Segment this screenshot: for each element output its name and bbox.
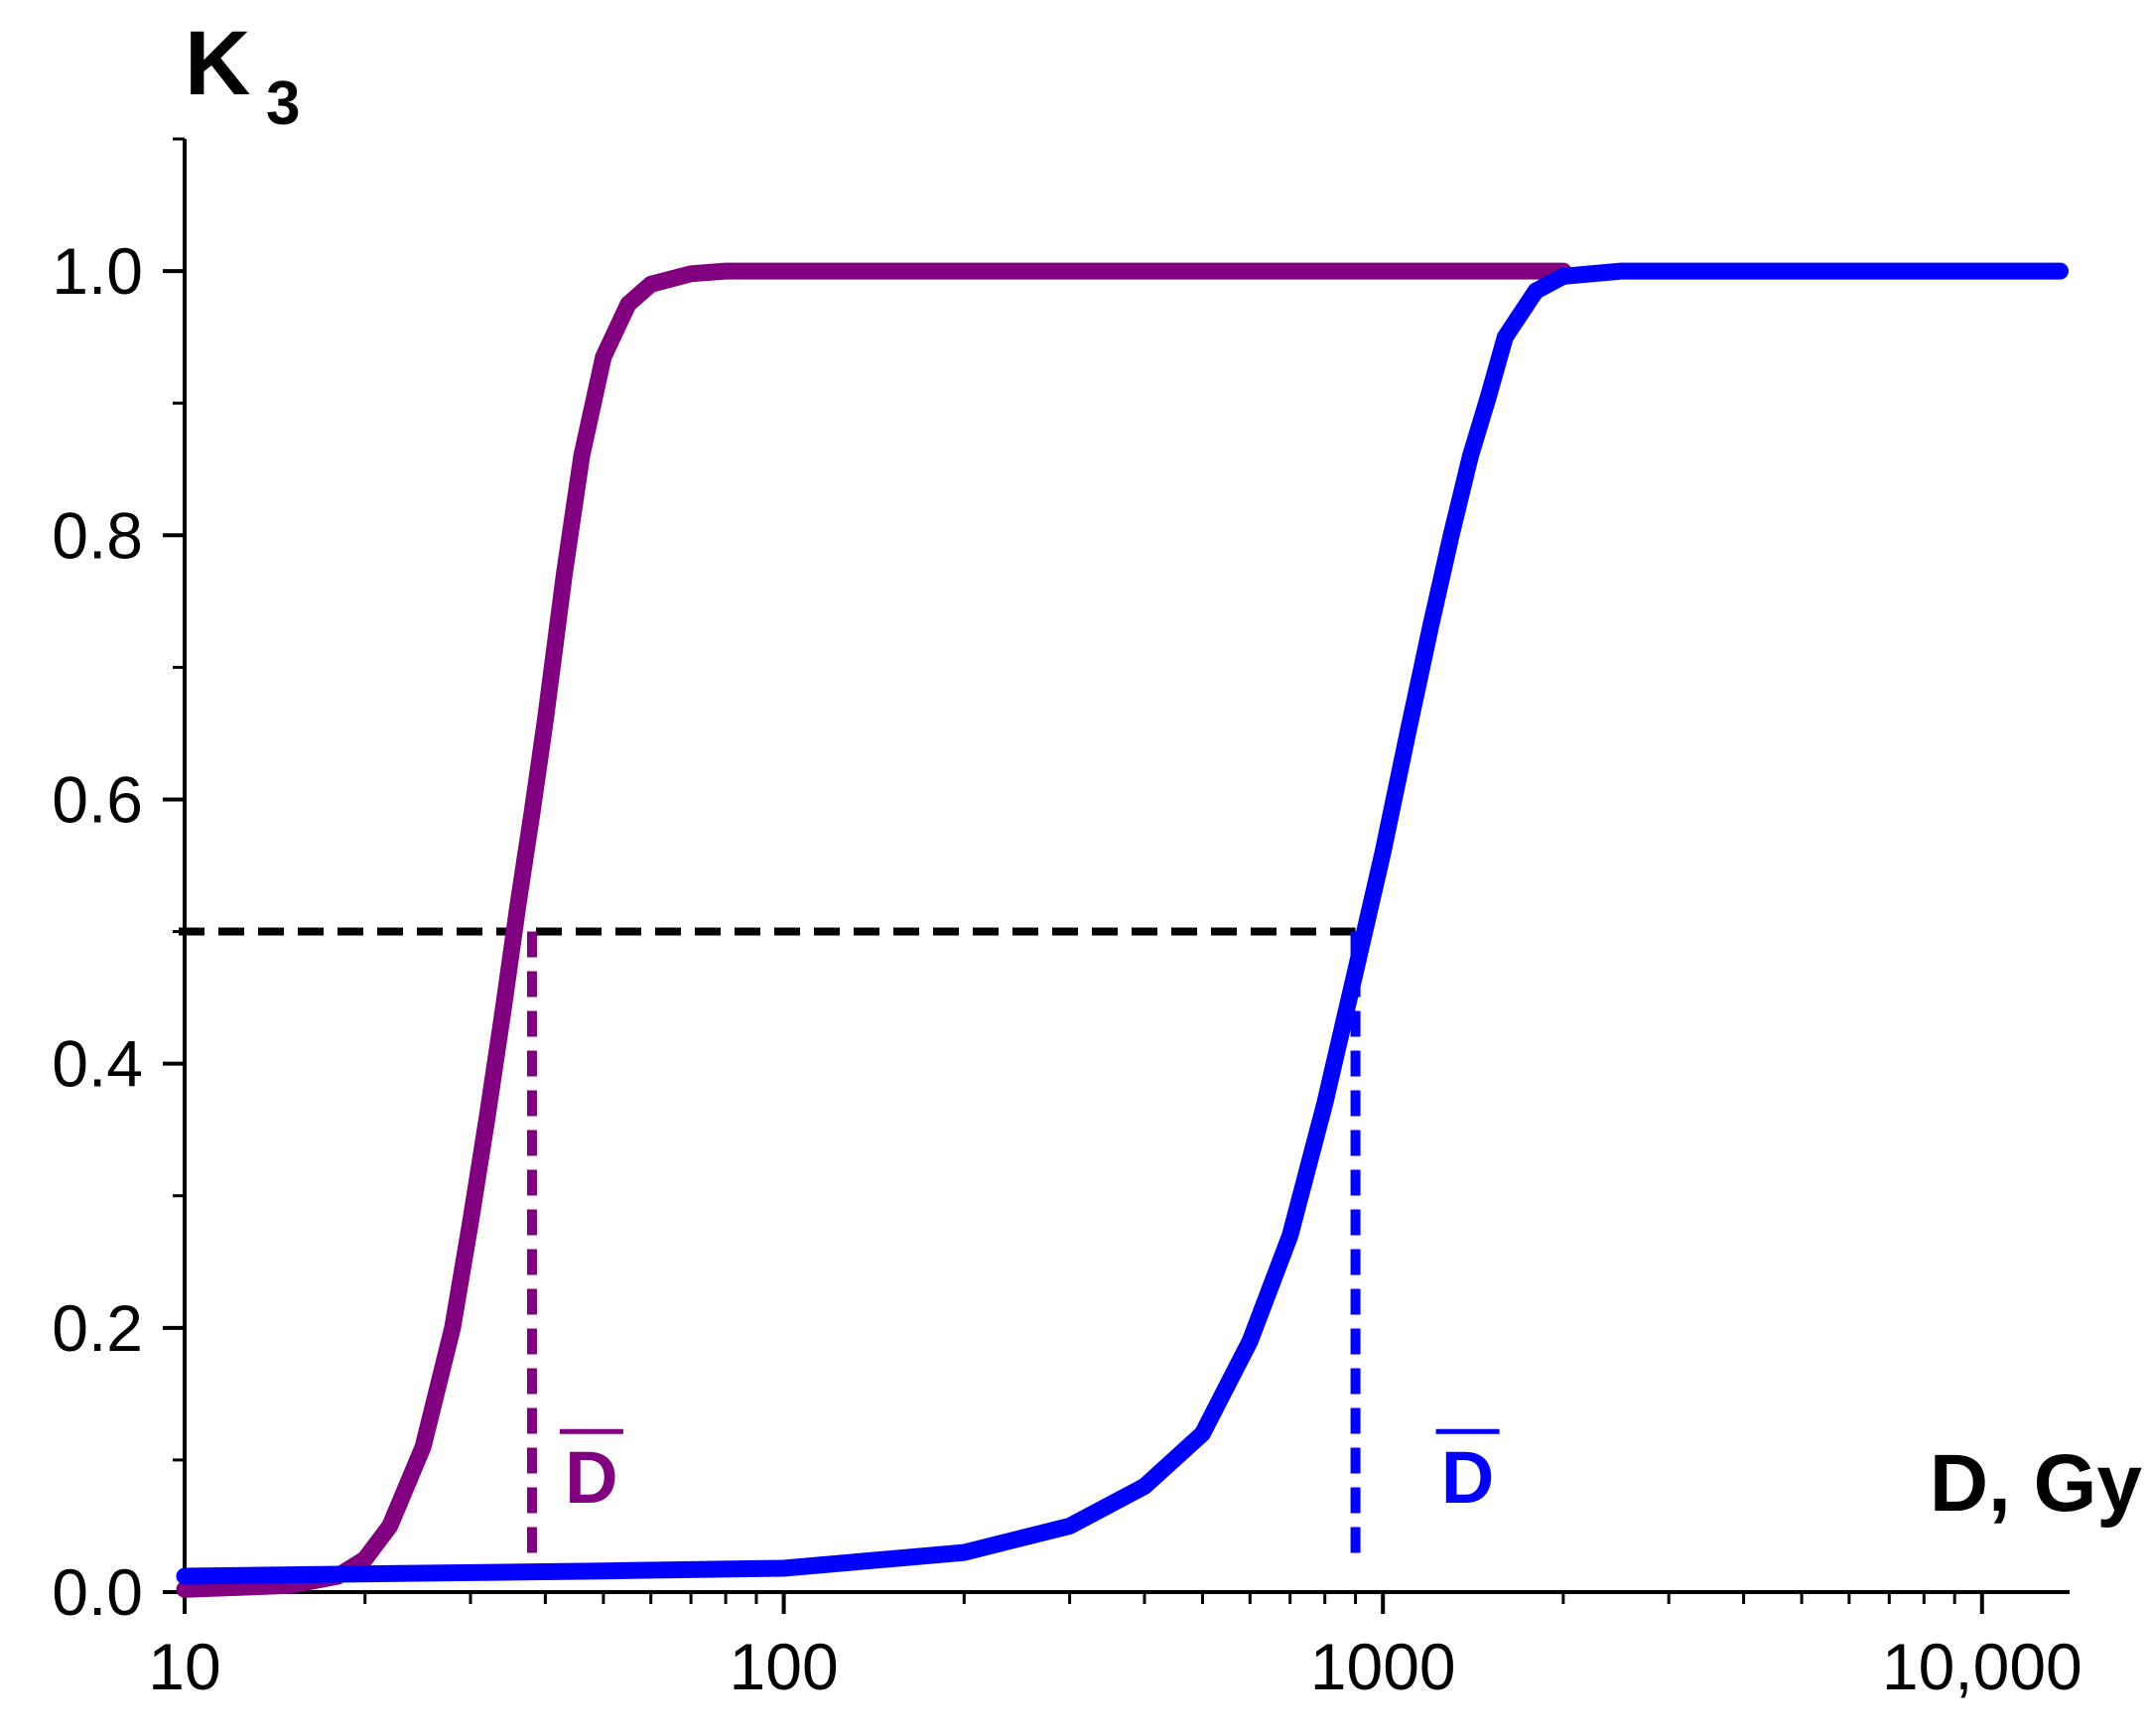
y-tick-label: 0.2	[52, 1291, 143, 1365]
series-group	[176, 262, 2069, 1598]
y-axis-title: K	[185, 13, 250, 114]
reference-lines	[179, 927, 1361, 1562]
x-tick-label: 1000	[1310, 1630, 1456, 1703]
annotation-d-bar: D	[1441, 1436, 1494, 1519]
series-line	[176, 262, 1572, 1598]
axes: 0.0 0.2 0.4 0.6 0.8 1.0 10 100 1000 10,000	[52, 137, 2083, 1703]
annotation-d-bar: D	[565, 1436, 617, 1519]
series-line	[176, 262, 2069, 1585]
y-tick-label: 0.8	[52, 498, 143, 572]
x-tick-label: 10	[148, 1630, 220, 1703]
y-tick-label: 0.0	[52, 1555, 143, 1629]
x-tick-label: 10,000	[1882, 1630, 2083, 1703]
labels-group: K 3 D, Gy D D	[185, 13, 2142, 1529]
x-axis-title: D, Gy	[1930, 1438, 2143, 1529]
y-axis-title-subscript: 3	[266, 69, 300, 138]
y-tick-label: 0.6	[52, 762, 143, 836]
y-tick-label: 0.4	[52, 1027, 143, 1101]
y-tick-label: 1.0	[52, 234, 143, 308]
x-tick-label: 100	[730, 1630, 839, 1703]
